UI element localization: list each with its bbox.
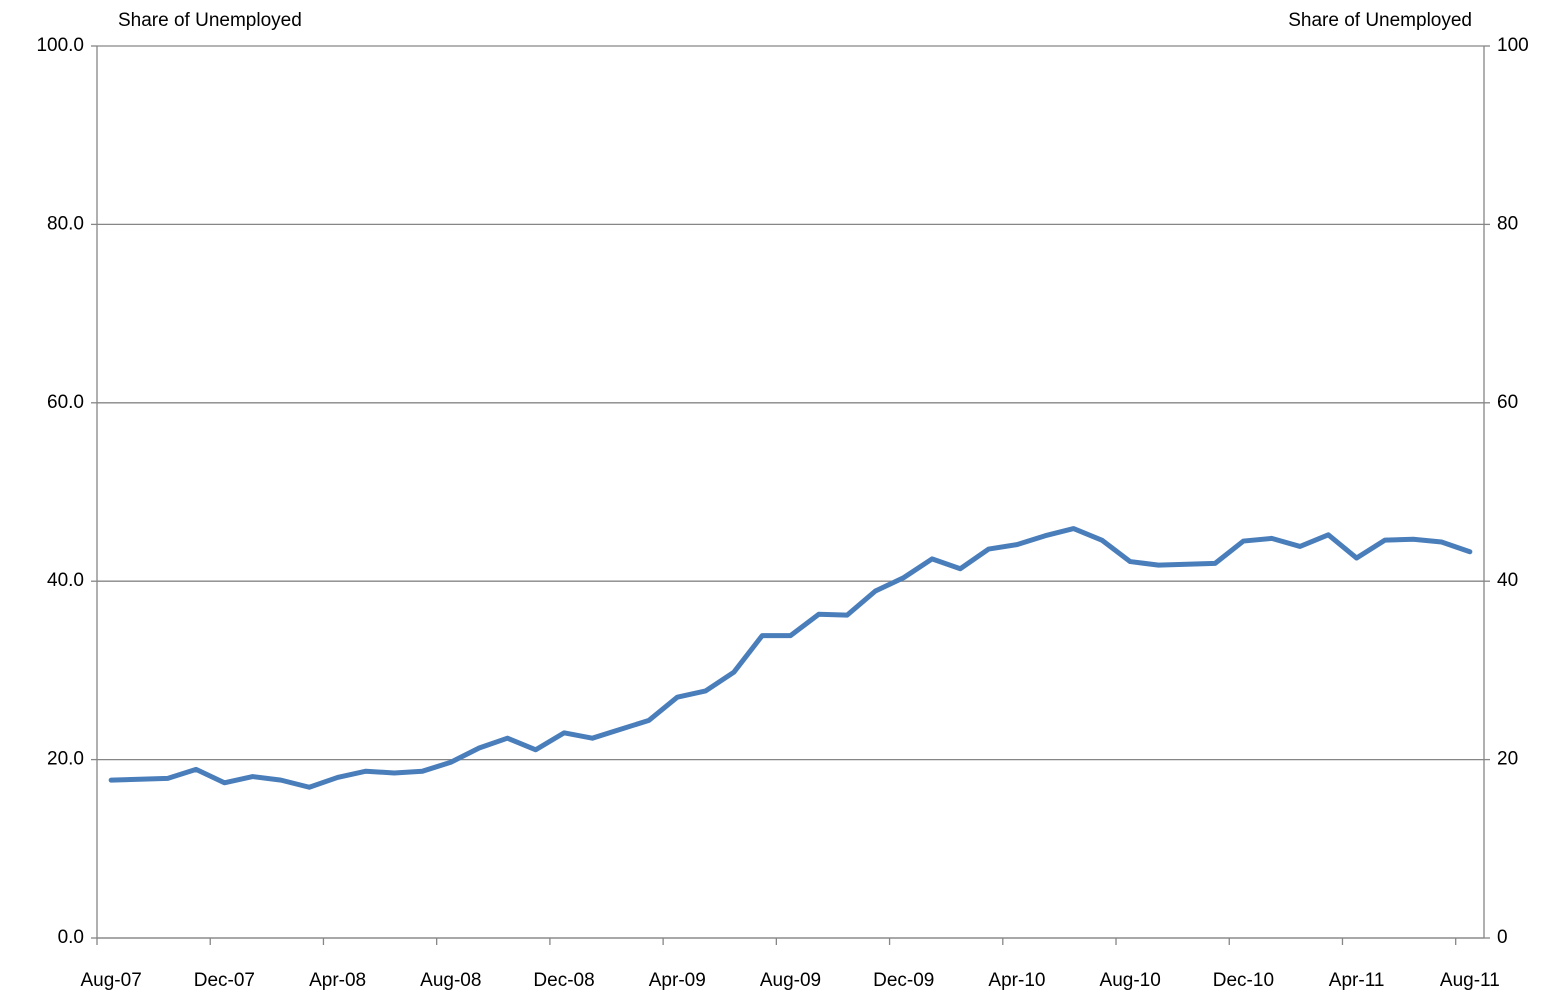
y-tick-label: 0.0: [58, 927, 84, 948]
y-tick-label: 60.0: [47, 392, 84, 413]
x-tick-label: Aug-09: [760, 970, 821, 991]
x-tick-label: Dec-09: [873, 970, 934, 991]
x-tick-label: Apr-08: [309, 970, 366, 991]
x-tick-label: Dec-10: [1213, 970, 1274, 991]
x-tick-label: Dec-07: [194, 970, 255, 991]
y2-tick-label: 100: [1497, 35, 1529, 56]
y-tick-label: 100.0: [36, 35, 84, 56]
y2-tick-label: 40: [1497, 570, 1518, 591]
x-tick-label: Dec-08: [533, 970, 594, 991]
y2-tick-label: 20: [1497, 749, 1518, 770]
x-tick-label: Apr-10: [988, 970, 1045, 991]
x-tick-label: Aug-08: [420, 970, 481, 991]
y-axis-label: Share of Unemployed: [118, 10, 302, 31]
x-tick-label: Aug-07: [81, 970, 142, 991]
y2-axis-label: Share of Unemployed: [1288, 10, 1472, 31]
y2-tick-label: 0: [1497, 927, 1508, 948]
x-tick-label: Apr-11: [1329, 970, 1385, 991]
y-tick-label: 80.0: [47, 213, 84, 234]
y-tick-label: 40.0: [47, 570, 84, 591]
series-line: [108, 526, 1473, 790]
y2-tick-label: 60: [1497, 392, 1518, 413]
x-tick-label: Apr-09: [649, 970, 706, 991]
x-tick-label: Aug-10: [1100, 970, 1161, 991]
y-tick-label: 20.0: [47, 749, 84, 770]
y2-tick-label: 80: [1497, 213, 1518, 234]
x-tick-label: Aug-11: [1440, 970, 1500, 991]
